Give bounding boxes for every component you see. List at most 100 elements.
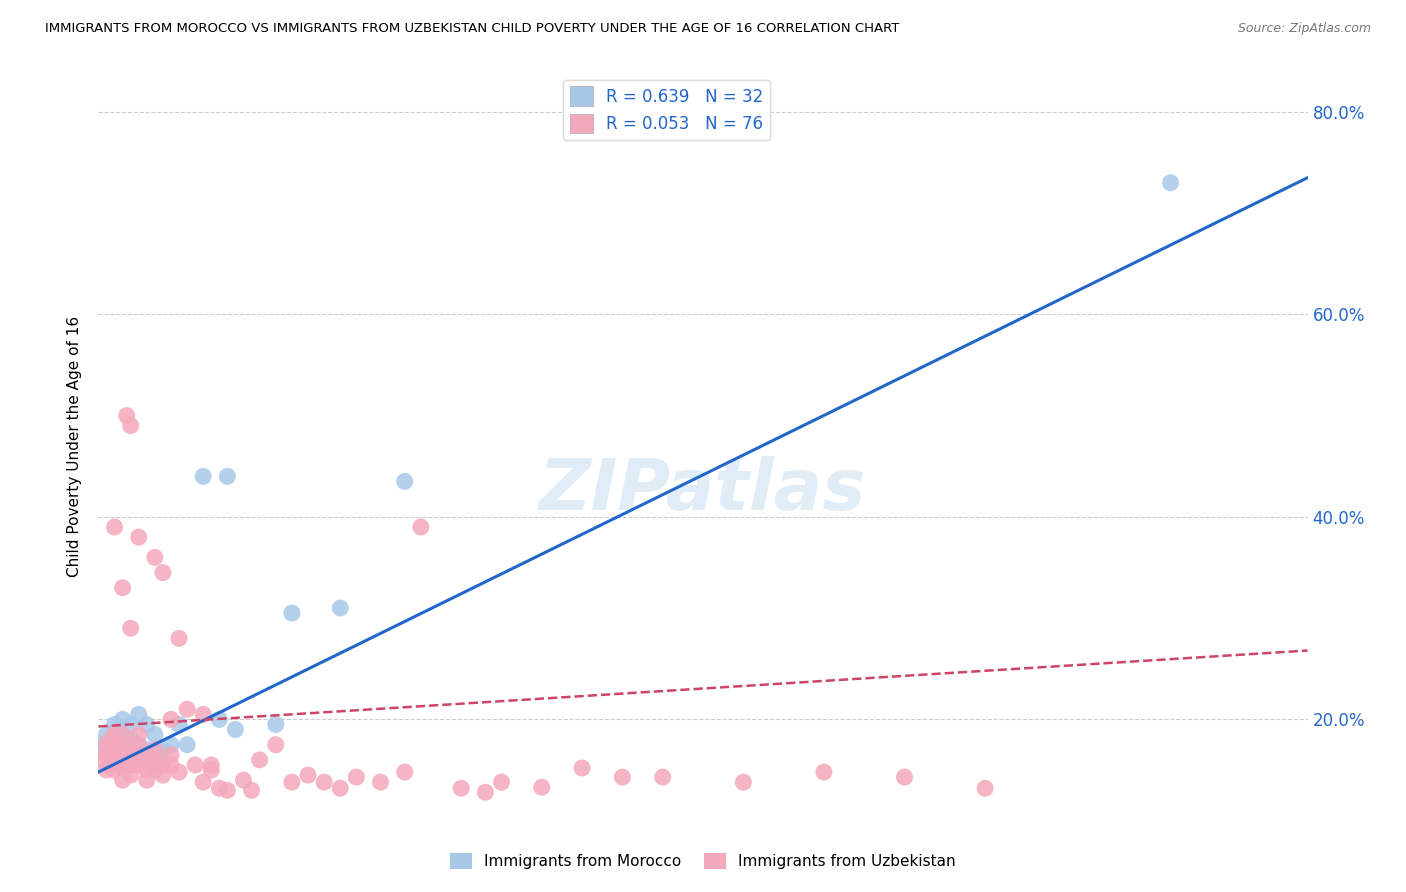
Point: [128, 738, 150, 752]
Point: [193, 469, 215, 483]
Point: [160, 758, 183, 772]
Point: [571, 761, 593, 775]
Point: [184, 758, 207, 772]
Point: [135, 717, 157, 731]
Point: [167, 765, 190, 780]
Point: [96, 763, 118, 777]
Point: [813, 765, 835, 780]
Point: [128, 738, 150, 752]
Point: [217, 469, 239, 483]
Text: IMMIGRANTS FROM MOROCCO VS IMMIGRANTS FROM UZBEKISTAN CHILD POVERTY UNDER THE AG: IMMIGRANTS FROM MOROCCO VS IMMIGRANTS FR…: [45, 22, 900, 36]
Point: [91, 738, 114, 752]
Point: [344, 770, 367, 784]
Point: [128, 758, 150, 772]
Point: [733, 775, 755, 789]
Point: [612, 770, 634, 784]
Point: [120, 732, 142, 747]
Point: [120, 768, 142, 782]
Point: [281, 775, 304, 789]
Point: [167, 632, 190, 646]
Point: [160, 747, 183, 762]
Point: [314, 775, 336, 789]
Point: [152, 743, 174, 757]
Point: [120, 418, 142, 433]
Point: [152, 768, 174, 782]
Point: [111, 758, 134, 772]
Point: [232, 773, 254, 788]
Point: [120, 621, 142, 635]
Point: [128, 530, 150, 544]
Point: [111, 738, 134, 752]
Point: [128, 747, 150, 762]
Point: [120, 738, 142, 752]
Point: [96, 747, 118, 762]
Point: [103, 743, 125, 757]
Point: [160, 738, 183, 752]
Point: [370, 775, 392, 789]
Text: ZIPatlas: ZIPatlas: [540, 457, 866, 525]
Point: [143, 728, 166, 742]
Point: [103, 717, 125, 731]
Point: [394, 829, 416, 843]
Point: [103, 753, 125, 767]
Point: [474, 785, 496, 799]
Point: [281, 606, 304, 620]
Legend: Immigrants from Morocco, Immigrants from Uzbekistan: Immigrants from Morocco, Immigrants from…: [444, 847, 962, 875]
Point: [143, 763, 166, 777]
Point: [143, 758, 166, 772]
Point: [111, 753, 134, 767]
Point: [1160, 176, 1182, 190]
Point: [103, 728, 125, 742]
Point: [143, 550, 166, 565]
Point: [249, 753, 271, 767]
Point: [96, 738, 118, 752]
Legend: R = 0.639   N = 32, R = 0.053   N = 76: R = 0.639 N = 32, R = 0.053 N = 76: [562, 79, 770, 140]
Text: Source: ZipAtlas.com: Source: ZipAtlas.com: [1237, 22, 1371, 36]
Point: [491, 775, 513, 789]
Point: [143, 743, 166, 757]
Point: [167, 717, 190, 731]
Point: [111, 581, 134, 595]
Point: [143, 753, 166, 767]
Point: [120, 758, 142, 772]
Point: [193, 775, 215, 789]
Point: [135, 753, 157, 767]
Point: [107, 758, 129, 772]
Point: [103, 763, 125, 777]
Point: [152, 758, 174, 772]
Point: [100, 732, 122, 747]
Point: [176, 738, 198, 752]
Point: [264, 738, 287, 752]
Point: [111, 743, 134, 757]
Point: [193, 707, 215, 722]
Point: [974, 781, 997, 796]
Point: [224, 723, 246, 737]
Point: [103, 738, 125, 752]
Point: [115, 409, 138, 423]
Point: [120, 717, 142, 731]
Point: [111, 728, 134, 742]
Point: [107, 728, 129, 742]
Point: [200, 763, 222, 777]
Point: [530, 780, 553, 795]
Point: [152, 566, 174, 580]
Point: [409, 520, 432, 534]
Point: [135, 743, 157, 757]
Point: [128, 728, 150, 742]
Point: [329, 781, 352, 796]
Point: [111, 712, 134, 726]
Point: [96, 728, 118, 742]
Point: [100, 753, 122, 767]
Point: [128, 707, 150, 722]
Point: [208, 712, 231, 726]
Point: [264, 717, 287, 731]
Point: [208, 781, 231, 796]
Point: [329, 601, 352, 615]
Point: [394, 475, 416, 489]
Point: [394, 765, 416, 780]
Point: [120, 747, 142, 762]
Point: [91, 753, 114, 767]
Point: [176, 702, 198, 716]
Point: [135, 773, 157, 788]
Point: [893, 770, 915, 784]
